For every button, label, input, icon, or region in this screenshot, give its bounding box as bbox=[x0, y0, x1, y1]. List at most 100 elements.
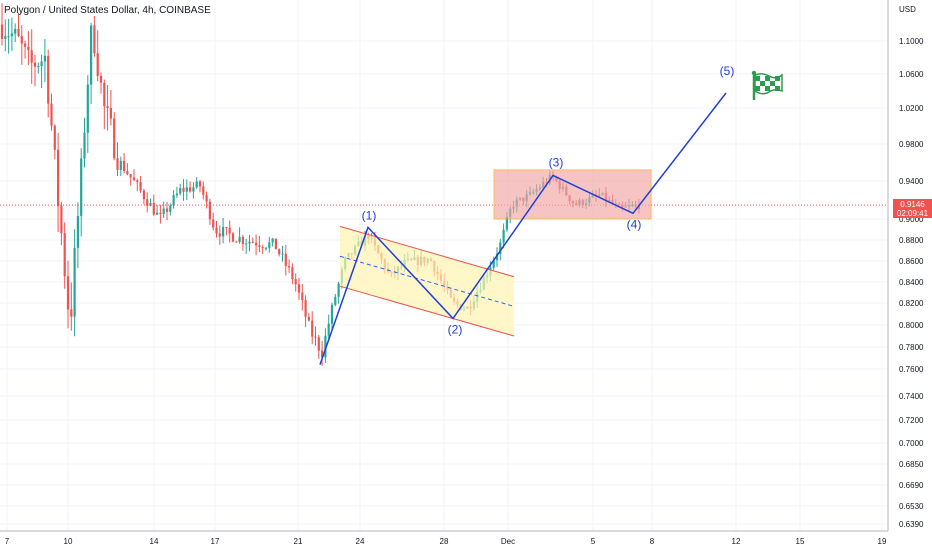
wave-label: (3) bbox=[549, 155, 564, 169]
candle-body bbox=[70, 309, 73, 317]
candle-body bbox=[330, 304, 334, 324]
price-tick-label: 0.8400 bbox=[899, 278, 924, 287]
price-tick-label: 0.7400 bbox=[899, 392, 924, 401]
wave-label: (2) bbox=[448, 322, 463, 336]
wave-label: (4) bbox=[627, 217, 642, 231]
price-axis-background bbox=[888, 0, 932, 550]
candle-body bbox=[10, 33, 13, 37]
candle-body bbox=[241, 236, 244, 244]
channel-fill bbox=[340, 226, 514, 336]
price-tick-label: 0.7600 bbox=[899, 365, 924, 374]
time-tick-label: 12 bbox=[732, 537, 741, 546]
time-axis[interactable]: 7 10 14 17 21 24 28 Dec 5 8 12 15 19 bbox=[0, 530, 888, 546]
candle-body bbox=[66, 276, 70, 310]
candle-body bbox=[311, 320, 314, 337]
candle-body bbox=[337, 283, 340, 297]
candle-body bbox=[492, 260, 495, 268]
candle-body bbox=[152, 203, 155, 215]
candle-body bbox=[24, 43, 27, 47]
candle-body bbox=[281, 253, 284, 255]
candle-body bbox=[301, 292, 304, 301]
candle-body bbox=[27, 46, 30, 51]
elliott-wave-line bbox=[319, 92, 727, 365]
flag-square bbox=[755, 76, 760, 81]
price-tick-label: 0.8200 bbox=[899, 299, 924, 308]
countdown-label: 02:09:41 bbox=[896, 209, 929, 218]
consolidation-box bbox=[493, 169, 652, 220]
flag-square bbox=[765, 86, 770, 91]
candle-body bbox=[205, 194, 208, 202]
wave-label: (1) bbox=[362, 208, 377, 222]
checkered-flag-icon bbox=[751, 70, 783, 101]
price-tick-label: 0.9000 bbox=[899, 215, 924, 224]
candle-body bbox=[60, 206, 63, 234]
candle-body bbox=[53, 125, 56, 150]
candle-body bbox=[0, 24, 4, 39]
currency-label: USD bbox=[899, 5, 916, 14]
candle-body bbox=[175, 193, 178, 196]
price-tick-label: 0.9400 bbox=[899, 177, 924, 186]
wave-label: (5) bbox=[720, 64, 735, 78]
time-tick-label: 19 bbox=[878, 537, 887, 546]
candle-body bbox=[215, 227, 218, 234]
price-axis[interactable]: USD1.10001.06001.02000.98000.94000.90000… bbox=[887, 0, 932, 550]
time-tick-label: 10 bbox=[64, 537, 73, 546]
candle-body bbox=[218, 233, 221, 237]
candle-body bbox=[139, 182, 142, 191]
candle-body bbox=[499, 242, 502, 254]
candle-body bbox=[17, 28, 20, 37]
candle-body bbox=[264, 247, 268, 249]
candle-body bbox=[103, 82, 106, 107]
candle-body bbox=[169, 205, 172, 212]
flag-square bbox=[755, 86, 760, 91]
wave-drawings: (1) (2) (3) (4) (5) bbox=[0, 64, 888, 365]
candle-body bbox=[327, 323, 330, 336]
channel-top-line bbox=[339, 225, 515, 278]
grid-lines bbox=[0, 0, 888, 531]
candle-body bbox=[93, 25, 96, 54]
time-tick-label: 17 bbox=[211, 537, 220, 546]
candle-body bbox=[231, 233, 235, 242]
candle-body bbox=[182, 187, 185, 192]
candle-body bbox=[142, 190, 145, 200]
candle-body bbox=[40, 61, 43, 67]
candle-body bbox=[195, 181, 198, 188]
candle-body bbox=[202, 186, 205, 195]
candle-body bbox=[192, 187, 195, 192]
price-tick-label: 0.7200 bbox=[899, 416, 924, 425]
candle-body bbox=[126, 171, 129, 175]
candle-body bbox=[109, 108, 112, 119]
time-tick-label: 28 bbox=[440, 537, 449, 546]
flag-square bbox=[770, 81, 775, 86]
time-tick-label: 7 bbox=[5, 537, 10, 546]
candle-body bbox=[324, 335, 327, 358]
price-tick-label: 1.1000 bbox=[899, 37, 924, 46]
candle-body bbox=[255, 242, 258, 246]
candle-body bbox=[80, 158, 83, 216]
candle-body bbox=[43, 55, 46, 62]
candle-body bbox=[235, 241, 238, 243]
candle-body bbox=[307, 316, 310, 321]
candle-body bbox=[90, 25, 93, 85]
price-tick-label: 0.9800 bbox=[899, 140, 924, 149]
price-tick-label: 0.6850 bbox=[899, 460, 924, 469]
candle-body bbox=[304, 300, 307, 317]
chart-title: Polygon / United States Dollar, 4h, COIN… bbox=[4, 5, 211, 16]
flag-square bbox=[775, 86, 780, 91]
candle-body bbox=[321, 350, 324, 358]
time-tick-label: 8 bbox=[650, 537, 655, 546]
candle-body bbox=[228, 227, 231, 234]
candle-body bbox=[37, 66, 40, 68]
candle-body bbox=[146, 199, 149, 206]
candle-body bbox=[57, 149, 60, 207]
candle-body bbox=[248, 241, 251, 244]
candle-body bbox=[7, 36, 10, 38]
candle-body bbox=[288, 265, 291, 268]
time-tick-label: Dec bbox=[501, 537, 515, 546]
candle-body bbox=[225, 227, 228, 229]
candle-body bbox=[172, 195, 175, 206]
candle-body bbox=[73, 247, 76, 317]
candle-body bbox=[294, 279, 297, 285]
time-tick-label: 21 bbox=[294, 537, 303, 546]
